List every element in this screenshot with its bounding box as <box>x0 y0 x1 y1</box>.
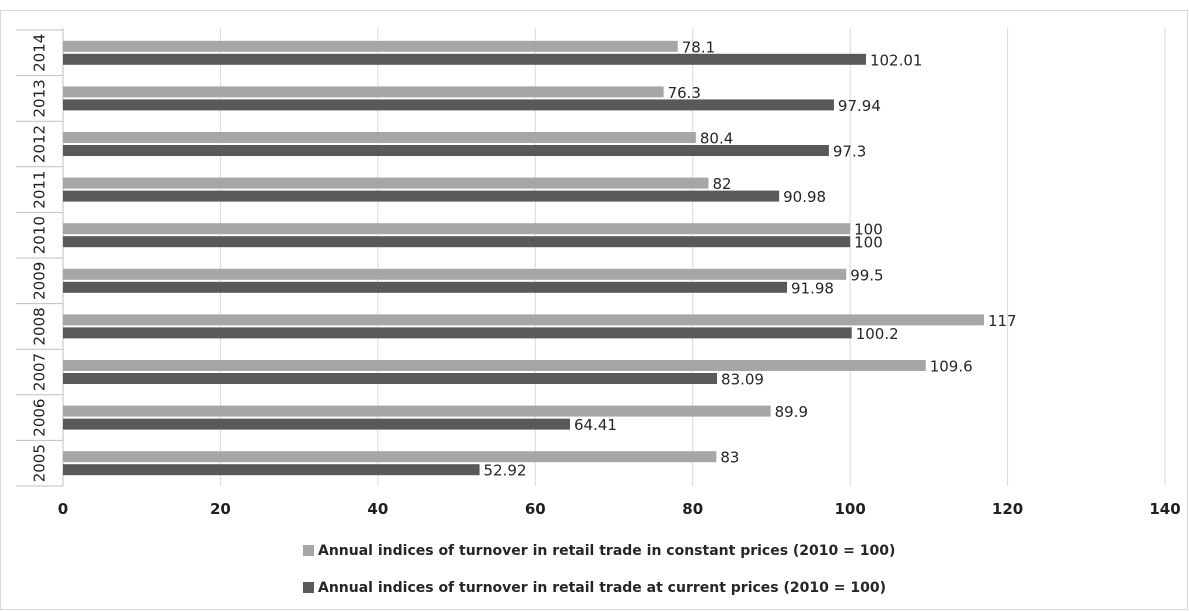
data-label: 52.92 <box>484 462 527 480</box>
data-label: 100 <box>854 234 883 252</box>
legend: Annual indices of turnover in retail tra… <box>303 543 895 596</box>
legend-label: Annual indices of turnover in retail tra… <box>318 580 886 596</box>
x-tick-label: 120 <box>992 500 1023 518</box>
legend-swatch <box>303 545 314 556</box>
y-category-label: 2007 <box>31 353 49 391</box>
x-tick-label: 20 <box>210 500 231 518</box>
data-labels: 83 52.92 89.9 64.41 109.6 83.09 117 100.2 99.5 91… <box>484 38 1017 479</box>
bar <box>63 451 717 463</box>
x-axis-ticks: 0 20 40 60 80 100 120 140 <box>58 500 1181 518</box>
bar <box>63 236 851 248</box>
bar <box>63 223 851 235</box>
y-category-label: 2006 <box>31 399 49 437</box>
data-label: 97.3 <box>833 143 866 161</box>
y-category-label: 2011 <box>31 171 49 209</box>
data-label: 82 <box>712 175 731 193</box>
data-label: 97.94 <box>838 97 881 115</box>
bar <box>63 464 480 476</box>
bar <box>63 314 984 326</box>
bar <box>63 373 718 384</box>
bar <box>63 132 696 143</box>
bar <box>63 268 847 280</box>
data-label: 80.4 <box>700 130 733 148</box>
bar <box>63 418 570 430</box>
data-label: 91.98 <box>791 279 834 297</box>
bar <box>63 53 866 65</box>
bar <box>63 177 709 189</box>
x-tick-label: 40 <box>367 500 388 518</box>
legend-swatch <box>303 582 314 593</box>
x-tick-label: 100 <box>834 500 865 518</box>
data-label: 83.09 <box>721 371 764 389</box>
x-tick-label: 140 <box>1149 500 1180 518</box>
y-category-label: 2008 <box>31 307 49 345</box>
bar <box>63 145 829 156</box>
bar <box>63 40 678 52</box>
bar <box>63 327 852 339</box>
y-category-label: 2005 <box>31 444 49 482</box>
bar <box>63 360 926 371</box>
bar <box>63 405 771 417</box>
data-label: 89.9 <box>775 403 808 421</box>
data-label: 117 <box>988 312 1017 330</box>
y-category-label: 2014 <box>31 34 49 72</box>
data-label: 102.01 <box>870 51 923 69</box>
data-label: 109.6 <box>930 358 973 376</box>
x-tick-label: 0 <box>58 500 68 518</box>
y-category-label: 2010 <box>31 216 49 254</box>
data-label: 100.2 <box>856 325 899 343</box>
bar <box>63 190 780 202</box>
data-label: 64.41 <box>574 416 617 434</box>
data-label: 100 <box>854 221 883 239</box>
data-label: 99.5 <box>850 266 883 284</box>
x-tick-label: 80 <box>682 500 703 518</box>
data-label: 90.98 <box>783 188 826 206</box>
data-label: 78.1 <box>682 38 715 56</box>
bar <box>63 86 664 98</box>
bars <box>63 40 984 476</box>
bar <box>63 281 788 293</box>
data-label: 83 <box>720 449 739 467</box>
legend-label: Annual indices of turnover in retail tra… <box>318 543 895 559</box>
y-category-label: 2013 <box>31 79 49 117</box>
data-label: 76.3 <box>668 84 701 102</box>
y-category-label: 2012 <box>31 125 49 163</box>
y-category-label: 2009 <box>31 262 49 300</box>
bar <box>63 99 834 111</box>
x-tick-label: 60 <box>525 500 546 518</box>
